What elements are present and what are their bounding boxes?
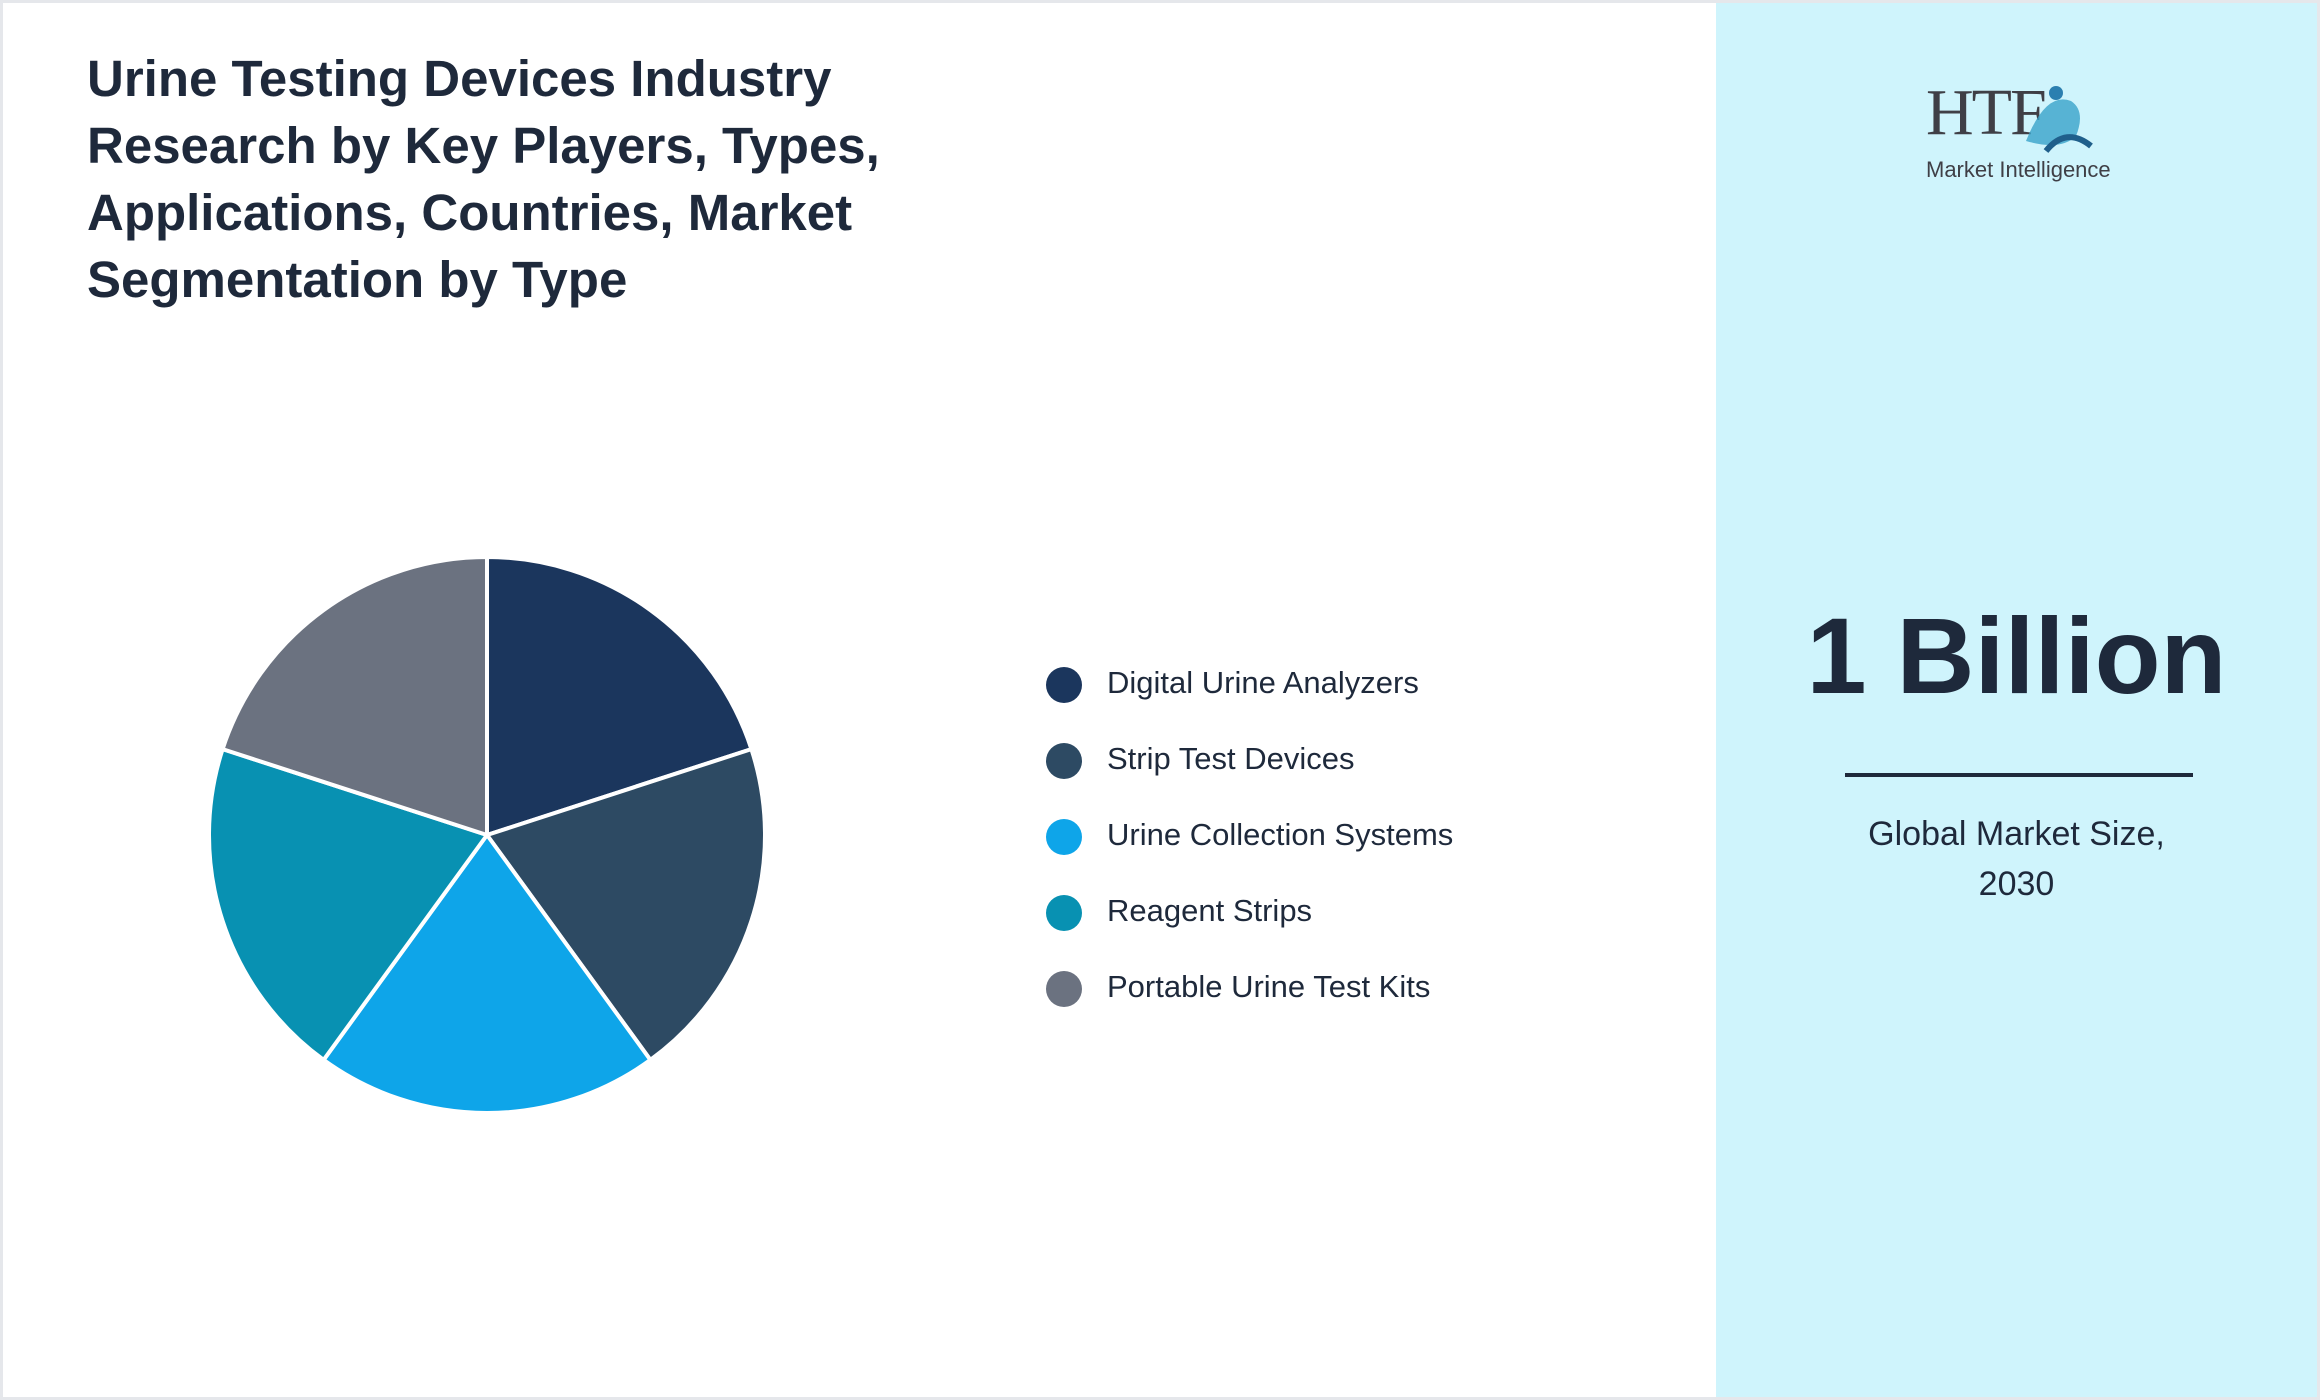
legend-swatch: [1046, 895, 1082, 931]
legend-swatch: [1046, 971, 1082, 1007]
market-size-label: Global Market Size, 2030: [1868, 815, 2165, 903]
chart-title: Urine Testing Devices Industry Research …: [87, 50, 880, 308]
pie-slice: [207, 746, 491, 1063]
legend-label: Digital Urine Analyzers: [1107, 665, 1419, 700]
legend-label: Reagent Strips: [1107, 893, 1312, 928]
divider: [1845, 773, 2193, 777]
legend-swatch: [1046, 743, 1082, 779]
pie-slice: [485, 554, 754, 838]
legend-label: Portable Urine Test Kits: [1107, 969, 1430, 1004]
market-size-value: 1 Billion: [1806, 595, 2227, 716]
chart: Digital Urine Analyzers Strip Test Device…: [207, 554, 1453, 1116]
legend-label: Urine Collection Systems: [1107, 817, 1453, 852]
pie-slice: [483, 746, 767, 1063]
side-panel: HTF Market Intelligence 1 Billion Global…: [1716, 3, 2317, 1397]
logo-tagline: Market Intelligence: [1926, 157, 2111, 182]
legend-label: Strip Test Devices: [1107, 741, 1355, 776]
pie-slice: [320, 831, 654, 1116]
logo-brand: HTF: [1926, 76, 2047, 149]
pie-slice: [220, 554, 489, 838]
logo-icon: [2026, 86, 2093, 153]
legend-swatch: [1046, 819, 1082, 855]
legend-swatch: [1046, 667, 1082, 703]
